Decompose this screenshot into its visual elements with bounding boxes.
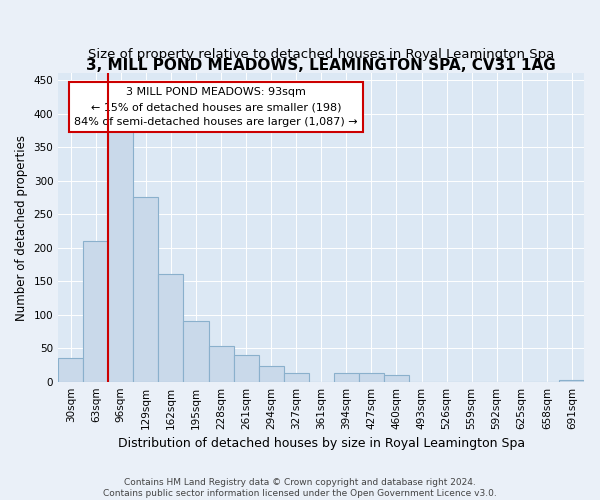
Bar bbox=[58, 358, 83, 382]
Bar bbox=[559, 380, 584, 382]
Bar bbox=[284, 373, 309, 382]
Bar bbox=[259, 366, 284, 382]
Bar bbox=[233, 355, 259, 382]
Bar bbox=[133, 198, 158, 382]
Bar bbox=[108, 130, 133, 382]
Bar bbox=[184, 322, 209, 382]
Title: 3, MILL POND MEADOWS, LEAMINGTON SPA, CV31 1AG: 3, MILL POND MEADOWS, LEAMINGTON SPA, CV… bbox=[86, 58, 556, 74]
X-axis label: Distribution of detached houses by size in Royal Leamington Spa: Distribution of detached houses by size … bbox=[118, 437, 525, 450]
Text: 3 MILL POND MEADOWS: 93sqm
← 15% of detached houses are smaller (198)
84% of sem: 3 MILL POND MEADOWS: 93sqm ← 15% of deta… bbox=[74, 88, 358, 127]
Bar bbox=[334, 373, 359, 382]
Bar bbox=[83, 241, 108, 382]
Bar bbox=[359, 373, 384, 382]
Bar bbox=[209, 346, 233, 382]
Y-axis label: Number of detached properties: Number of detached properties bbox=[15, 134, 28, 320]
Bar bbox=[158, 274, 184, 382]
Bar bbox=[384, 375, 409, 382]
Text: Contains HM Land Registry data © Crown copyright and database right 2024.
Contai: Contains HM Land Registry data © Crown c… bbox=[103, 478, 497, 498]
Text: Size of property relative to detached houses in Royal Leamington Spa: Size of property relative to detached ho… bbox=[88, 48, 554, 61]
